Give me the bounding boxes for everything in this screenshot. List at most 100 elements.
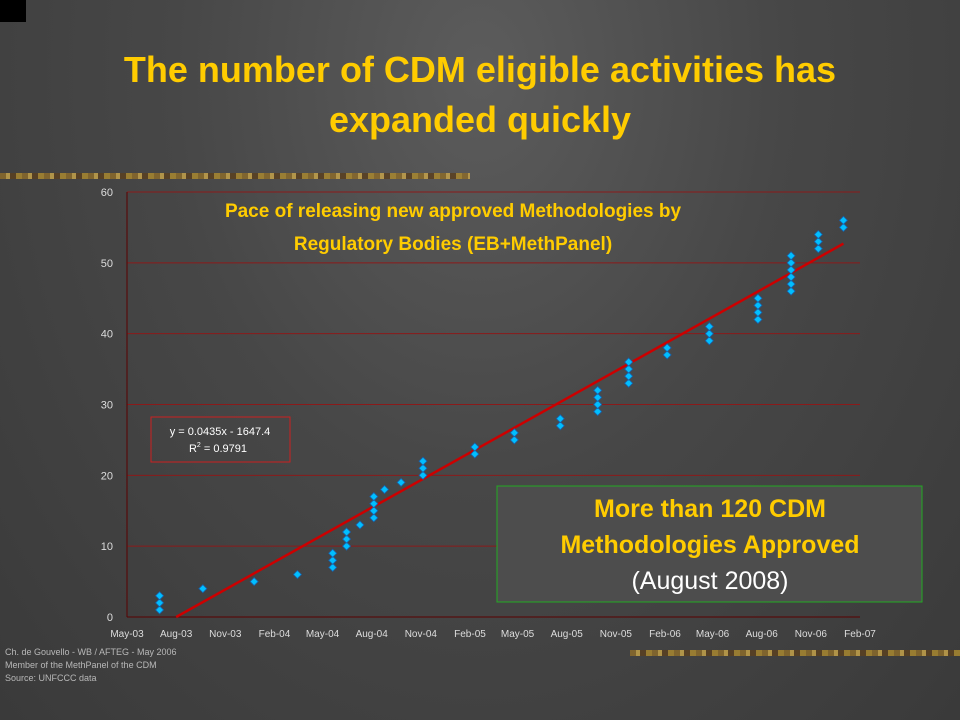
- data-point: [155, 605, 165, 615]
- data-point: [355, 520, 365, 530]
- callout-box: More than 120 CDM Methodologies Approved…: [496, 485, 923, 603]
- data-point: [369, 492, 379, 502]
- trendline-equation: y = 0.0435x - 1647.4: [170, 426, 271, 438]
- data-point: [838, 222, 849, 232]
- data-point: [369, 499, 379, 509]
- slide-title-line-1: The number of CDM eligible activities ha…: [123, 49, 837, 90]
- r-squared-label: R: [189, 443, 197, 455]
- data-point: [249, 577, 259, 587]
- data-point: [328, 555, 338, 565]
- data-point: [786, 286, 796, 296]
- y-tick-label: 60: [101, 187, 113, 199]
- x-tick-label: Feb-06: [649, 629, 681, 640]
- data-point: [704, 336, 714, 346]
- chart-title-line-2: Regulatory Bodies (EB+MethPanel): [294, 234, 612, 255]
- data-point: [155, 598, 165, 608]
- y-tick-label: 0: [107, 612, 113, 624]
- x-tick-label: Aug-03: [160, 629, 193, 640]
- x-tick-label: Feb-05: [454, 629, 486, 640]
- data-point: [396, 477, 406, 487]
- x-tick-label: Aug-05: [551, 629, 584, 640]
- x-tick-label: May-05: [501, 629, 535, 640]
- data-point: [813, 244, 823, 254]
- data-point: [624, 371, 634, 381]
- data-point: [624, 378, 634, 388]
- data-point: [704, 322, 714, 332]
- footer-notes: Ch. de Gouvello - WB / AFTEG - May 2006 …: [5, 646, 177, 685]
- slide-title-line-2: expanded quickly: [328, 99, 632, 140]
- corner-mark: [0, 0, 26, 22]
- data-point: [369, 506, 379, 516]
- data-point: [155, 591, 165, 601]
- data-point: [786, 272, 796, 282]
- x-tick-label: May-06: [696, 629, 730, 640]
- data-point: [369, 513, 379, 523]
- decorative-band-top: [0, 173, 470, 179]
- x-tick-label: Nov-06: [795, 629, 828, 640]
- trendline: [175, 242, 845, 619]
- chart-title-line-1: Pace of releasing new approved Methodolo…: [225, 201, 682, 222]
- callout-line-2: Methodologies Approved: [560, 531, 859, 559]
- data-point: [342, 541, 352, 551]
- x-tick-label: May-04: [306, 629, 340, 640]
- data-point: [704, 329, 714, 339]
- data-point: [509, 428, 519, 438]
- footer-line-3: Source: UNFCCC data: [5, 673, 97, 683]
- data-point: [509, 435, 519, 445]
- data-point: [838, 215, 849, 225]
- x-tick-label: Feb-07: [844, 629, 876, 640]
- data-point: [593, 392, 603, 402]
- data-point: [753, 307, 763, 317]
- data-point: [624, 357, 634, 367]
- callout-line-1: More than 120 CDM: [594, 495, 826, 523]
- data-points: [155, 215, 849, 615]
- data-point: [328, 548, 338, 558]
- callout-line-3: (August 2008): [631, 567, 788, 595]
- data-point: [593, 385, 603, 395]
- data-point: [813, 229, 823, 240]
- data-point: [342, 534, 352, 544]
- y-tick-labels: 0 10 20 30 40 50 60: [101, 187, 113, 624]
- r-squared-sup: 2: [197, 442, 201, 449]
- x-tick-label: Nov-05: [600, 629, 633, 640]
- footer-line-1: Ch. de Gouvello - WB / AFTEG - May 2006: [5, 647, 177, 657]
- data-point: [418, 470, 428, 480]
- data-point: [753, 293, 763, 303]
- data-point: [662, 343, 672, 353]
- y-tick-label: 30: [101, 400, 113, 412]
- x-tick-label: Nov-03: [209, 629, 242, 640]
- x-tick-label: Nov-04: [405, 629, 438, 640]
- y-tick-label: 50: [101, 258, 113, 270]
- data-point: [624, 364, 634, 374]
- data-point: [470, 442, 480, 452]
- slide-title: The number of CDM eligible activities ha…: [20, 45, 940, 145]
- data-point: [342, 527, 352, 537]
- x-tick-label: Aug-06: [746, 629, 779, 640]
- data-point: [379, 484, 390, 495]
- data-point: [786, 251, 796, 261]
- r-squared: R2 = 0.9791: [189, 442, 247, 455]
- data-point: [593, 407, 603, 417]
- data-point: [418, 463, 428, 473]
- x-tick-labels: May-03 Aug-03 Nov-03 Feb-04 May-04 Aug-04 Nov-…: [110, 629, 876, 640]
- x-tick-label: May-03: [110, 629, 144, 640]
- y-tick-label: 20: [101, 470, 113, 482]
- data-point: [292, 569, 302, 580]
- data-point: [555, 421, 565, 431]
- data-point: [662, 350, 672, 360]
- data-point: [786, 279, 796, 289]
- decorative-band-bottom: [630, 650, 960, 656]
- footer-line-2: Member of the MethPanel of the CDM: [5, 660, 157, 670]
- data-point: [470, 449, 480, 459]
- r-squared-value: = 0.9791: [201, 443, 247, 455]
- data-point: [593, 399, 603, 410]
- data-point: [786, 258, 796, 268]
- data-point: [328, 562, 338, 572]
- data-point: [198, 584, 208, 594]
- data-point: [555, 414, 565, 424]
- data-point: [753, 314, 763, 325]
- data-point: [813, 237, 823, 247]
- equation-box: y = 0.0435x - 1647.4 R2 = 0.9791: [150, 416, 291, 463]
- x-tick-label: Feb-04: [259, 629, 291, 640]
